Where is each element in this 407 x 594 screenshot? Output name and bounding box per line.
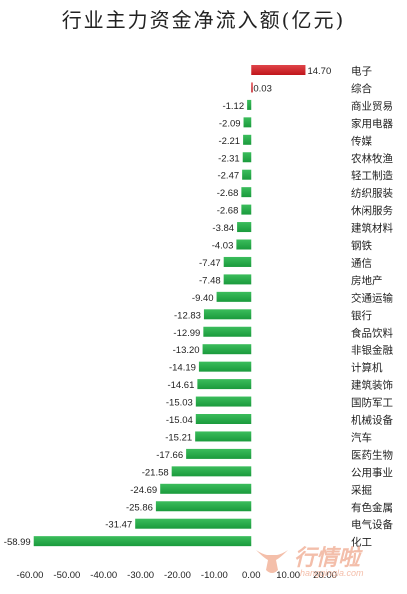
data-label: -12.83 (174, 310, 201, 321)
bar (223, 256, 252, 267)
data-label: -15.21 (165, 432, 192, 443)
bar (195, 431, 252, 442)
bar (195, 396, 252, 407)
data-label: -15.03 (166, 398, 193, 409)
category-label: 汽车 (351, 431, 372, 444)
data-label: 14.70 (307, 66, 331, 77)
bar (33, 536, 252, 547)
data-label: 0.03 (253, 83, 272, 94)
category-label: 纺织服装 (351, 187, 393, 200)
category-label: 建筑装饰 (351, 379, 393, 392)
category-label: 有色金属 (351, 501, 393, 514)
bar (243, 134, 252, 145)
data-label: -2.31 (218, 153, 240, 164)
data-label: -58.99 (4, 537, 31, 548)
bar (251, 65, 306, 75)
data-label: -17.66 (156, 450, 183, 461)
bar (251, 82, 253, 93)
bar (135, 518, 252, 529)
watermark-text: 行情啦 (294, 546, 361, 571)
category-label: 机械设备 (351, 414, 393, 427)
data-label: -14.19 (169, 363, 196, 374)
x-tick-label: 20.00 (313, 570, 337, 581)
data-label: -31.47 (105, 520, 132, 531)
bar (203, 309, 252, 320)
category-label: 农林牧渔 (351, 152, 393, 165)
bar (197, 379, 252, 390)
category-label: 食品饮料 (351, 326, 393, 339)
data-label: -2.47 (217, 171, 239, 182)
x-tick-label: -30.00 (127, 570, 154, 581)
bar (241, 204, 252, 215)
category-label: 综合 (351, 82, 372, 95)
x-tick-label: -20.00 (164, 570, 191, 581)
category-label: 商业贸易 (351, 99, 393, 112)
category-label: 计算机 (351, 361, 383, 374)
bar (171, 466, 252, 477)
bar (236, 239, 252, 250)
data-label: -13.20 (173, 345, 200, 356)
bar (223, 274, 252, 285)
category-label: 国防军工 (351, 396, 393, 409)
bar (242, 169, 252, 180)
x-tick-label: 0.00 (242, 570, 261, 581)
bar (203, 326, 252, 337)
category-label: 交通运输 (351, 291, 393, 304)
category-label: 银行 (351, 309, 372, 322)
category-label: 房地产 (351, 274, 383, 287)
bar (160, 483, 252, 494)
x-tick-label: -40.00 (90, 570, 117, 581)
bar (195, 414, 252, 424)
bar (198, 361, 252, 372)
category-label: 休闲服务 (351, 204, 393, 217)
category-label: 化工 (351, 536, 372, 549)
category-label: 传媒 (351, 134, 372, 147)
category-label: 电气设备 (351, 518, 393, 531)
data-label: -4.03 (212, 241, 234, 252)
category-label: 通信 (351, 257, 372, 269)
data-label: -24.69 (130, 485, 157, 496)
category-label: 非银金融 (351, 344, 393, 357)
data-label: -2.09 (219, 118, 241, 129)
category-label: 采掘 (351, 483, 372, 496)
data-label: -1.12 (222, 101, 244, 112)
x-tick-label: -60.00 (17, 570, 44, 581)
bar (242, 152, 252, 163)
category-label: 电子 (351, 65, 372, 78)
data-label: -14.61 (167, 380, 194, 391)
bar (216, 291, 252, 302)
bar (237, 222, 252, 233)
bull-icon (256, 550, 288, 573)
data-label: -3.84 (212, 223, 234, 234)
bar (155, 501, 252, 512)
category-label: 轻工制造 (351, 169, 393, 182)
data-label: -2.68 (217, 188, 239, 199)
bar (202, 344, 252, 355)
data-label: -21.58 (142, 467, 169, 478)
bar (243, 117, 252, 128)
data-label: -7.48 (199, 275, 221, 286)
bar (186, 448, 252, 459)
category-label: 建筑材料 (351, 222, 393, 235)
data-label: -12.99 (173, 328, 200, 339)
category-label: 公用事业 (351, 466, 393, 479)
bar (247, 99, 252, 110)
data-label: -25.86 (126, 502, 153, 513)
bar (241, 187, 252, 198)
watermark-url: hangqingla.com (300, 568, 364, 578)
chart-title: 行业主力资金净流入额(亿元) (61, 8, 346, 32)
category-label: 钢铁 (351, 239, 372, 252)
x-tick-label: -50.00 (53, 570, 80, 581)
data-label: -2.21 (218, 136, 240, 147)
data-label: -2.68 (217, 206, 239, 217)
x-tick-label: -10.00 (201, 570, 228, 581)
category-label: 医药生物 (351, 448, 393, 461)
data-label: -7.47 (199, 258, 221, 269)
category-label: 家用电器 (351, 117, 393, 130)
x-tick-label: 10.00 (276, 570, 300, 581)
data-label: -9.40 (192, 293, 214, 304)
data-label: -15.04 (166, 415, 193, 426)
